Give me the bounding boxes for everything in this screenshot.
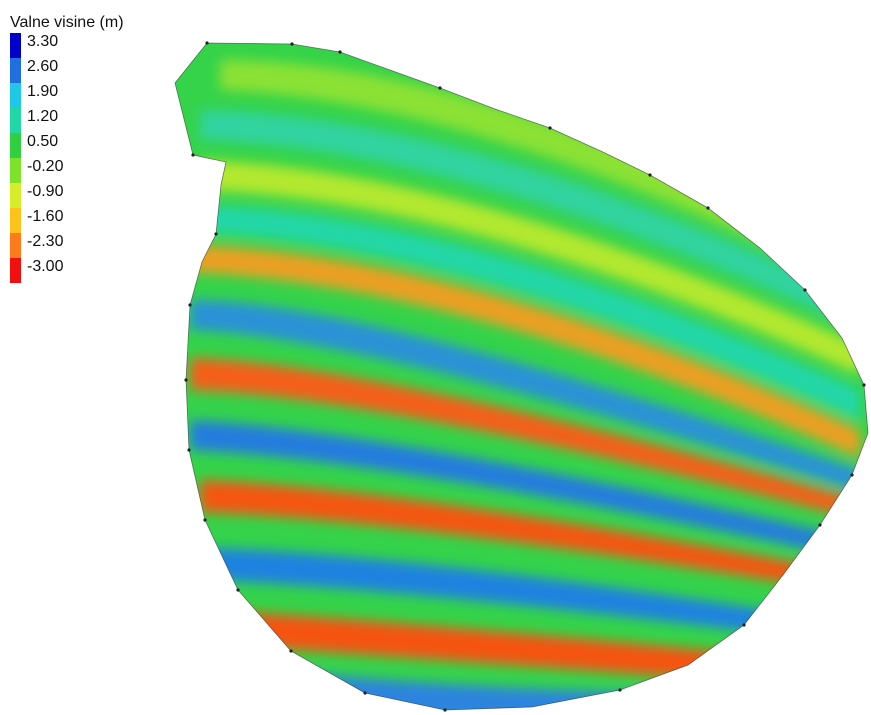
- legend-swatch: [10, 108, 21, 133]
- legend-label: -2.30: [27, 233, 64, 250]
- legend-label: 3.30: [27, 33, 59, 50]
- legend-swatch: [10, 133, 21, 158]
- legend-label: -0.90: [27, 183, 64, 200]
- wave-field: [175, 43, 868, 710]
- legend-label: -3.00: [27, 258, 64, 275]
- legend-swatch: [10, 208, 21, 233]
- legend-label: 2.60: [27, 58, 59, 75]
- legend-label: -1.60: [27, 208, 64, 225]
- legend-label: 1.20: [27, 108, 59, 125]
- legend-label: 1.90: [27, 83, 59, 100]
- legend-title: Valne visine (m): [10, 14, 124, 31]
- boundary-nodes: [184, 41, 866, 712]
- legend-swatch: [10, 58, 21, 83]
- legend-label: 0.50: [27, 133, 59, 150]
- legend-swatch: [10, 183, 21, 208]
- legend-swatch: [10, 33, 21, 58]
- legend-label: -0.20: [27, 158, 64, 175]
- legend-swatch: [10, 258, 21, 283]
- legend-swatch: [10, 83, 21, 108]
- legend-swatch: [10, 158, 21, 183]
- legend-swatch: [10, 233, 21, 258]
